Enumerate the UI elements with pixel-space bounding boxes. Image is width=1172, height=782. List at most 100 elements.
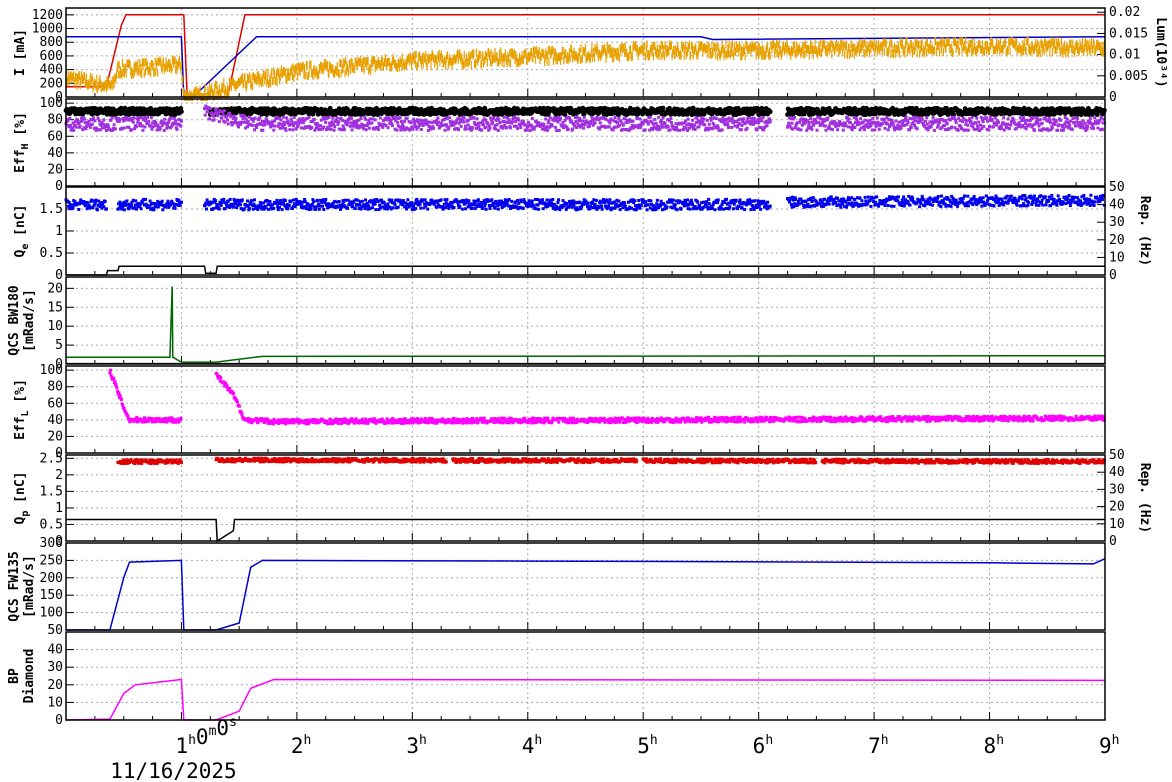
data-point xyxy=(863,118,867,122)
data-point xyxy=(575,115,579,119)
data-point xyxy=(690,105,696,111)
data-point xyxy=(847,117,851,121)
data-point xyxy=(212,118,216,122)
data-point xyxy=(767,109,773,115)
data-point xyxy=(443,128,447,132)
right-axis-label: Lum(10³⁴) xyxy=(1153,17,1168,87)
data-point xyxy=(871,116,875,120)
data-point xyxy=(279,118,283,122)
data-point xyxy=(457,127,461,131)
series-blue_dots xyxy=(64,193,1106,212)
data-point xyxy=(329,127,333,131)
data-point xyxy=(641,122,645,126)
data-point xyxy=(870,128,874,132)
data-point xyxy=(102,118,106,122)
data-point xyxy=(1022,116,1026,120)
data-point xyxy=(638,117,642,121)
data-point xyxy=(528,128,532,132)
data-point xyxy=(906,120,910,124)
data-point xyxy=(791,127,795,131)
data-point xyxy=(281,115,285,119)
data-point xyxy=(954,118,958,122)
data-point xyxy=(495,123,499,127)
data-point xyxy=(720,128,724,132)
data-point xyxy=(1041,127,1045,131)
data-point xyxy=(658,127,662,131)
data-point xyxy=(140,124,144,128)
right-axis-label: Rep. (Hz) xyxy=(1137,196,1152,266)
data-point xyxy=(76,119,80,123)
data-point xyxy=(1056,128,1060,132)
data-point xyxy=(464,124,468,128)
data-point xyxy=(1065,117,1069,121)
data-point xyxy=(1050,126,1054,130)
data-point xyxy=(739,128,743,132)
data-point xyxy=(880,121,884,125)
data-point xyxy=(868,118,872,122)
data-point xyxy=(519,126,523,130)
y-tick-label: 20 xyxy=(47,162,63,177)
data-point xyxy=(691,118,695,122)
data-point xyxy=(542,122,546,126)
y-tick-label: 800 xyxy=(40,35,63,50)
data-point xyxy=(505,126,509,130)
series-line-red xyxy=(66,14,1105,98)
data-point xyxy=(795,121,799,125)
data-point xyxy=(273,124,277,128)
data-point xyxy=(349,121,353,125)
data-point xyxy=(639,125,643,129)
data-point xyxy=(1062,126,1066,130)
data-point xyxy=(278,126,282,130)
data-point xyxy=(494,127,498,131)
panel-frame xyxy=(65,7,1106,98)
data-point xyxy=(398,116,402,120)
data-point xyxy=(1088,116,1092,120)
data-point xyxy=(707,122,711,126)
data-point xyxy=(1006,117,1010,121)
y-tick-label: 100 xyxy=(40,96,63,111)
y-tick-label: 40 xyxy=(47,146,63,161)
data-point xyxy=(684,119,688,123)
data-point xyxy=(118,118,122,122)
data-point xyxy=(945,122,949,126)
data-point xyxy=(414,124,418,128)
data-point xyxy=(503,120,507,124)
data-point xyxy=(1072,121,1076,125)
data-point xyxy=(220,116,224,120)
data-point xyxy=(902,124,906,128)
right-tick-label: 50 xyxy=(1109,180,1125,195)
data-point xyxy=(621,123,625,127)
data-point xyxy=(675,128,679,132)
data-point xyxy=(212,114,216,118)
data-point xyxy=(760,119,764,123)
data-point xyxy=(550,124,554,128)
data-point xyxy=(651,122,655,126)
data-point xyxy=(593,121,597,125)
data-point xyxy=(179,124,183,128)
data-point xyxy=(1018,116,1022,120)
data-point xyxy=(292,115,296,119)
data-point xyxy=(648,115,652,119)
data-point xyxy=(995,123,999,127)
data-point xyxy=(553,125,557,129)
data-point xyxy=(730,125,734,129)
data-point xyxy=(629,127,633,131)
panel-1: 02004006008001000120000.0050.010.0150.02… xyxy=(13,5,1168,105)
data-point xyxy=(587,124,591,128)
data-point xyxy=(502,115,506,119)
data-point xyxy=(725,117,729,121)
data-point xyxy=(909,126,913,130)
data-point xyxy=(112,123,116,127)
data-point xyxy=(390,124,394,128)
data-point xyxy=(857,122,861,126)
data-point xyxy=(914,115,918,119)
data-point xyxy=(966,128,970,132)
data-point xyxy=(80,119,84,123)
data-point xyxy=(693,127,697,131)
data-point xyxy=(447,126,451,130)
data-point xyxy=(663,121,667,125)
data-point xyxy=(1099,116,1103,120)
data-point xyxy=(826,116,830,120)
data-point xyxy=(530,117,534,121)
